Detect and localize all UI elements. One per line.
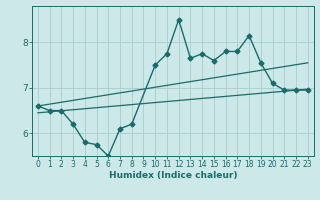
X-axis label: Humidex (Indice chaleur): Humidex (Indice chaleur) [108,171,237,180]
